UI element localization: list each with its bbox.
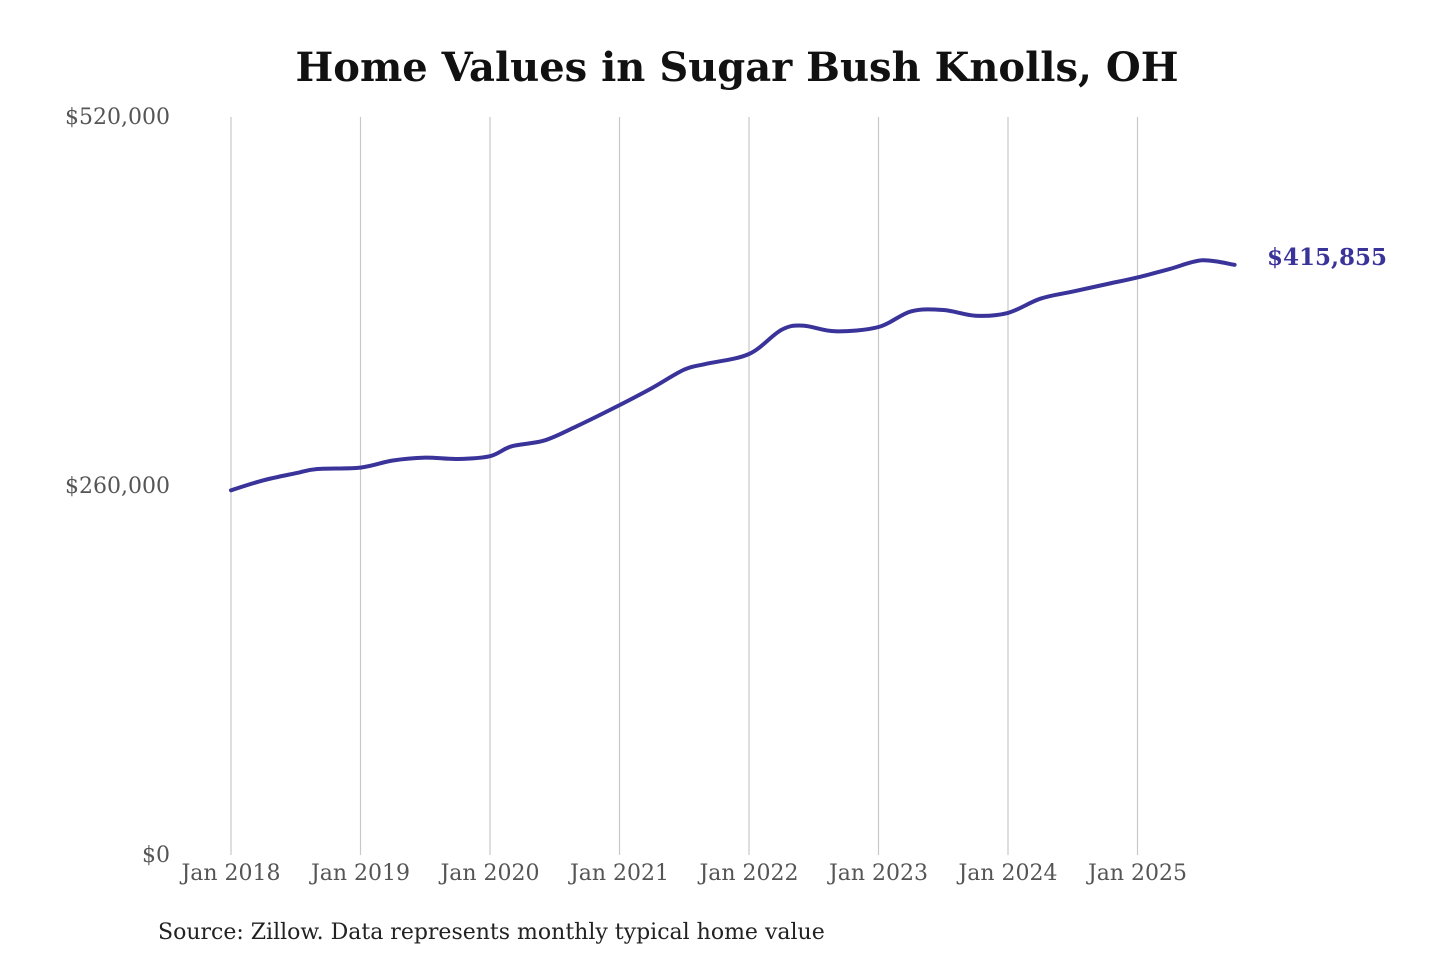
series-layer — [229, 258, 1237, 493]
y-tick-label: $520,000 — [65, 105, 170, 130]
x-axis-tick-labels: Jan 2018 Jan 2019 Jan 2020 Jan 2021 Jan 2022… — [179, 861, 1187, 886]
source-note: Source: Zillow. Data represents monthly … — [158, 920, 825, 945]
x-tick-label: Jan 2023 — [827, 861, 928, 886]
x-tick-label: Jan 2018 — [179, 861, 280, 886]
x-tick-label: Jan 2025 — [1086, 861, 1187, 886]
end-value-label: $415,855 — [1267, 244, 1387, 271]
y-tick-label: $260,000 — [65, 474, 170, 499]
x-tick-label: Jan 2019 — [309, 861, 410, 886]
chart-title: Home Values in Sugar Bush Knolls, OH — [295, 44, 1178, 91]
vertical-gridlines — [230, 117, 1139, 855]
x-tick-label: Jan 2022 — [697, 861, 798, 886]
annotation-layer: $415,855 — [1267, 244, 1387, 271]
x-tick-label: Jan 2020 — [438, 861, 539, 886]
series-line-0 — [229, 258, 1237, 493]
x-tick-label: Jan 2021 — [568, 861, 669, 886]
y-tick-label: $0 — [142, 843, 170, 868]
x-tick-label: Jan 2024 — [956, 861, 1057, 886]
y-axis-tick-labels: $0 $260,000 $520,000 — [65, 105, 170, 868]
